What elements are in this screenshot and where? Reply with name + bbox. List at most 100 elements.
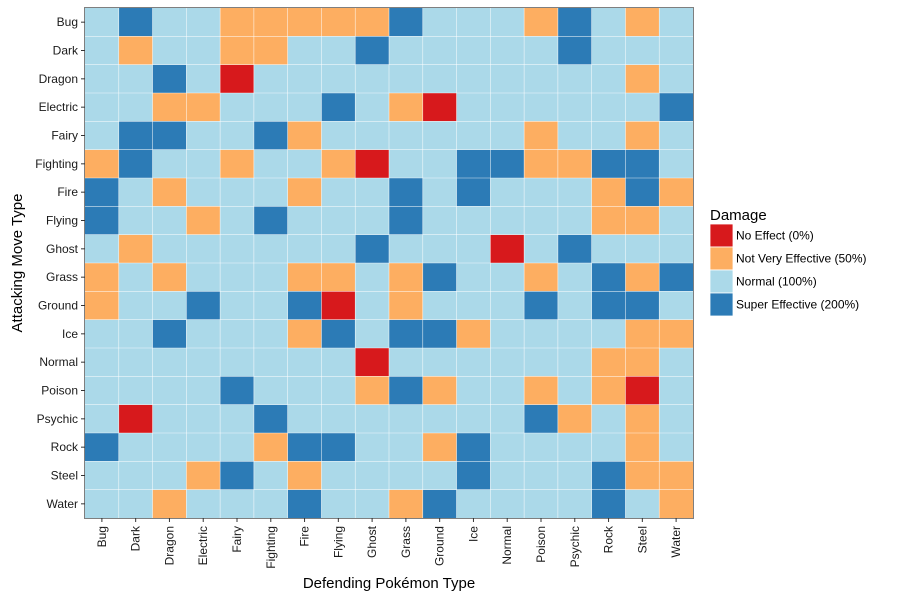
x-tick-label-poison: Poison: [534, 526, 548, 563]
cell-grass-vs-ghost: [355, 263, 389, 292]
cell-psychic-vs-electric: [186, 404, 221, 433]
y-tick-label-grass: Grass: [46, 270, 78, 284]
cell-fighting-vs-rock: [591, 149, 626, 178]
cell-electric-vs-psychic: [557, 93, 592, 122]
cell-ice-vs-normal: [490, 319, 525, 348]
cell-flying-vs-ghost: [355, 206, 389, 235]
cell-ghost-vs-fairy: [220, 234, 254, 263]
cell-fighting-vs-fighting: [253, 149, 288, 178]
cell-rock-vs-electric: [186, 433, 221, 462]
cell-dragon-vs-water: [659, 64, 693, 93]
cell-water-vs-ice: [456, 489, 491, 518]
cell-ground-vs-rock: [591, 291, 626, 320]
cell-ghost-vs-ghost: [355, 234, 389, 263]
cell-electric-vs-water: [659, 93, 693, 122]
cell-psychic-vs-water: [659, 404, 693, 433]
cell-water-vs-dragon: [152, 489, 187, 518]
cell-fire-vs-poison: [524, 178, 558, 207]
cell-rock-vs-flying: [321, 433, 356, 462]
cell-normal-vs-flying: [321, 348, 356, 377]
cell-electric-vs-fighting: [253, 93, 288, 122]
x-tick-label-ground: Ground: [433, 526, 447, 566]
x-axis-ticks: Bug Dark Dragon Electric Fairy Fighting Fire Fl…: [95, 518, 683, 569]
cell-psychic-vs-dragon: [152, 404, 187, 433]
cell-ground-vs-electric: [186, 291, 221, 320]
cell-fighting-vs-water: [659, 149, 693, 178]
cell-ground-vs-bug: [85, 291, 119, 320]
cell-ice-vs-psychic: [557, 319, 592, 348]
cell-ice-vs-ice: [456, 319, 491, 348]
cell-bug-vs-fairy: [220, 8, 254, 37]
cell-dragon-vs-ground: [422, 64, 457, 93]
cell-normal-vs-bug: [85, 348, 119, 377]
cell-water-vs-ground: [422, 489, 457, 518]
y-tick-label-psychic: Psychic: [37, 412, 78, 426]
cell-ghost-vs-rock: [591, 234, 626, 263]
cell-electric-vs-steel: [625, 93, 660, 122]
cell-steel-vs-ice: [456, 461, 491, 490]
cell-fire-vs-fairy: [220, 178, 254, 207]
cell-psychic-vs-poison: [524, 404, 558, 433]
cell-water-vs-normal: [490, 489, 525, 518]
cell-water-vs-flying: [321, 489, 356, 518]
cell-ice-vs-dragon: [152, 319, 187, 348]
cell-bug-vs-normal: [490, 8, 525, 37]
x-tick-label-steel: Steel: [635, 526, 649, 553]
cell-electric-vs-fairy: [220, 93, 254, 122]
y-tick-label-flying: Flying: [46, 214, 78, 228]
cell-water-vs-water: [659, 489, 693, 518]
cell-flying-vs-bug: [85, 206, 119, 235]
cell-dark-vs-normal: [490, 36, 525, 65]
cell-rock-vs-fighting: [253, 433, 288, 462]
cell-fairy-vs-bug: [85, 121, 119, 150]
cell-ghost-vs-psychic: [557, 234, 592, 263]
cell-grass-vs-water: [659, 263, 693, 292]
cell-ghost-vs-electric: [186, 234, 221, 263]
cell-fighting-vs-fire: [287, 149, 322, 178]
cell-dragon-vs-ghost: [355, 64, 389, 93]
cell-fire-vs-dark: [118, 178, 153, 207]
cell-fairy-vs-steel: [625, 121, 660, 150]
y-tick-label-fire: Fire: [57, 185, 78, 199]
cell-dark-vs-psychic: [557, 36, 592, 65]
cell-water-vs-electric: [186, 489, 221, 518]
cell-steel-vs-steel: [625, 461, 660, 490]
x-axis-title: Defending Pokémon Type: [303, 575, 475, 592]
cell-bug-vs-ghost: [355, 8, 389, 37]
cell-fairy-vs-psychic: [557, 121, 592, 150]
cell-water-vs-poison: [524, 489, 558, 518]
cell-ground-vs-dark: [118, 291, 153, 320]
cell-steel-vs-dark: [118, 461, 153, 490]
cell-ground-vs-ice: [456, 291, 491, 320]
cell-poison-vs-flying: [321, 376, 356, 405]
cell-fighting-vs-electric: [186, 149, 221, 178]
cell-normal-vs-normal: [490, 348, 525, 377]
cell-ice-vs-fire: [287, 319, 322, 348]
cell-fighting-vs-steel: [625, 149, 660, 178]
cell-grass-vs-dark: [118, 263, 153, 292]
cell-dark-vs-fighting: [253, 36, 288, 65]
cell-poison-vs-ground: [422, 376, 457, 405]
legend-key-normal-100-: [709, 269, 734, 294]
cell-fairy-vs-electric: [186, 121, 221, 150]
cell-ghost-vs-fighting: [253, 234, 288, 263]
y-tick-label-steel: Steel: [51, 469, 78, 483]
cell-dark-vs-electric: [186, 36, 221, 65]
cell-fire-vs-ice: [456, 178, 491, 207]
x-tick-label-dark: Dark: [129, 525, 143, 551]
cell-fairy-vs-fire: [287, 121, 322, 150]
cell-fire-vs-water: [659, 178, 693, 207]
cell-fairy-vs-rock: [591, 121, 626, 150]
cell-grass-vs-fighting: [253, 263, 288, 292]
legend: Damage No Effect (0%) Not Very Effective …: [709, 207, 867, 317]
cell-bug-vs-grass: [389, 8, 423, 37]
cell-dragon-vs-poison: [524, 64, 558, 93]
cell-fighting-vs-ground: [422, 149, 457, 178]
cell-ghost-vs-flying: [321, 234, 356, 263]
y-tick-label-electric: Electric: [39, 100, 78, 114]
cell-dark-vs-flying: [321, 36, 356, 65]
cell-fire-vs-rock: [591, 178, 626, 207]
cell-dark-vs-ice: [456, 36, 491, 65]
cell-psychic-vs-steel: [625, 404, 660, 433]
cell-dark-vs-dragon: [152, 36, 187, 65]
